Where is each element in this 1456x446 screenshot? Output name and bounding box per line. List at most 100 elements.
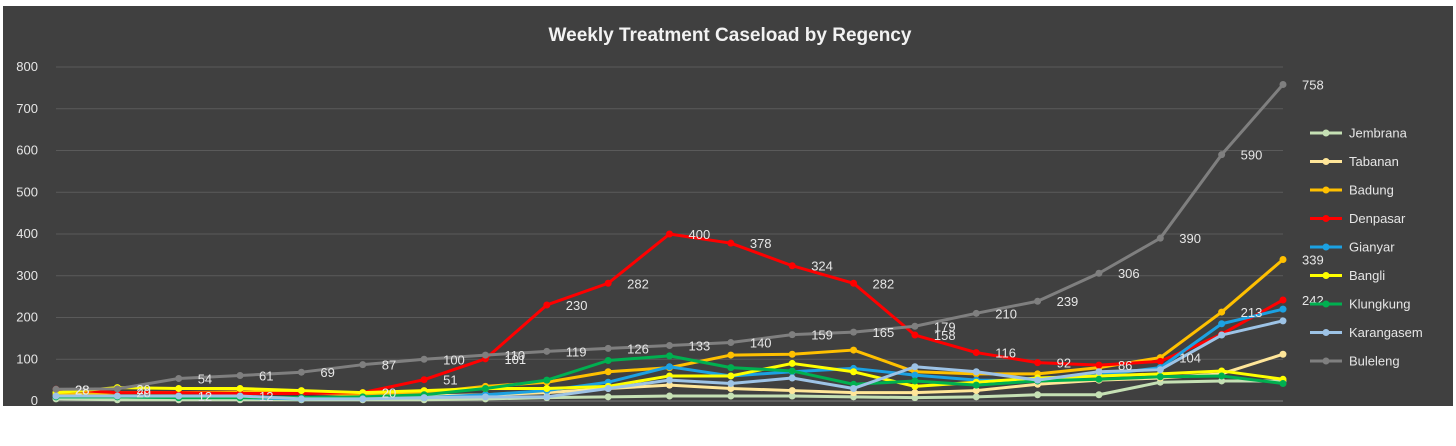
data-point [543, 376, 551, 384]
data-point [666, 363, 673, 371]
data-point [850, 384, 858, 392]
y-tick-label: 600 [16, 143, 38, 158]
data-point [543, 393, 551, 401]
data-point [1034, 297, 1042, 305]
data-point [788, 367, 796, 375]
data-point [727, 392, 735, 400]
data-label: 390 [1179, 231, 1201, 246]
y-tick-label: 500 [16, 184, 38, 199]
legend-label: Denpasar [1349, 211, 1406, 226]
data-point [911, 382, 919, 390]
data-label: 28 [75, 382, 89, 397]
data-point [1279, 379, 1287, 387]
legend-label: Bangli [1349, 268, 1385, 283]
data-point [1095, 269, 1103, 277]
data-point [972, 387, 980, 395]
data-point [911, 371, 919, 379]
data-point [297, 368, 305, 376]
data-point [52, 392, 60, 400]
data-label: 590 [1241, 148, 1263, 163]
legend-label: Buleleng [1349, 354, 1400, 369]
data-point [1156, 373, 1164, 381]
data-label: 239 [1057, 294, 1079, 309]
data-point [666, 352, 673, 360]
data-point [850, 328, 858, 336]
data-point [359, 395, 367, 403]
data-point [1034, 391, 1042, 399]
data-point [727, 364, 735, 372]
data-point [1279, 255, 1287, 263]
legend-label: Klungkung [1349, 297, 1410, 312]
data-point [911, 331, 919, 339]
legend-label: Karangasem [1349, 325, 1423, 340]
data-point [604, 384, 612, 392]
data-point [911, 322, 919, 330]
data-point [1095, 368, 1103, 376]
data-point [1279, 317, 1287, 325]
data-point [297, 387, 305, 395]
data-label: 110 [504, 348, 525, 363]
legend-item-karangasem: Karangasem [1310, 325, 1423, 340]
data-label: 242 [1302, 293, 1324, 308]
data-point [604, 279, 612, 287]
data-label: 69 [320, 365, 334, 380]
data-point [666, 381, 673, 389]
series-lines [52, 81, 1287, 404]
data-point [1218, 308, 1226, 316]
data-point [420, 394, 428, 402]
data-label: 210 [995, 306, 1017, 321]
data-point [359, 361, 367, 369]
data-point [175, 392, 183, 400]
data-point [236, 372, 244, 380]
data-label: 400 [689, 227, 711, 242]
data-label: 12 [259, 389, 273, 404]
y-tick-label: 700 [16, 101, 38, 116]
spreadsheet-background [0, 406, 1456, 446]
data-label: 101 [504, 352, 526, 367]
data-point [52, 385, 60, 393]
data-point [972, 368, 980, 376]
data-label: 61 [259, 369, 273, 384]
data-point [236, 384, 244, 392]
data-label: 92 [1057, 356, 1071, 371]
data-point [727, 239, 735, 247]
data-point [236, 392, 244, 400]
data-labels: 104 213 339 28 20 20 51 101 230 282 400 378 324 282 15… [75, 78, 1324, 404]
data-point [1156, 234, 1164, 242]
legend-item-buleleng: Buleleng [1310, 354, 1400, 369]
legend-item-gianyar: Gianyar [1310, 240, 1395, 255]
y-tick-label: 200 [16, 310, 38, 325]
data-label: 20 [382, 386, 396, 401]
data-point [727, 339, 735, 347]
legend-label: Gianyar [1349, 240, 1395, 255]
legend-marker [1322, 357, 1330, 365]
series-buleleng [52, 81, 1287, 393]
data-label: 133 [689, 338, 711, 353]
data-label: 116 [995, 346, 1016, 361]
legend-marker [1322, 329, 1330, 336]
data-point [1218, 377, 1226, 385]
data-point [727, 384, 735, 392]
data-label: 165 [873, 325, 895, 340]
y-tick-label: 300 [16, 268, 38, 283]
data-label: 140 [750, 336, 772, 351]
data-point [911, 363, 919, 371]
data-point [1279, 81, 1287, 89]
data-point [788, 387, 796, 395]
data-point [788, 331, 796, 339]
legend-marker [1322, 272, 1330, 279]
legend-marker [1322, 300, 1330, 308]
data-point [666, 392, 673, 400]
chart-svg: Weekly Treatment Caseload by Regency 0 10… [16, 25, 1423, 406]
data-point [1034, 359, 1042, 367]
data-label: 86 [1118, 358, 1132, 373]
legend-marker [1322, 215, 1330, 222]
data-label: 29 [136, 382, 150, 397]
data-label: 213 [1241, 305, 1263, 320]
data-point [972, 349, 980, 357]
data-label: 378 [750, 236, 772, 251]
y-tick-label: 800 [16, 59, 38, 74]
data-point [911, 394, 919, 402]
data-point [1279, 296, 1287, 304]
data-point [911, 389, 919, 397]
